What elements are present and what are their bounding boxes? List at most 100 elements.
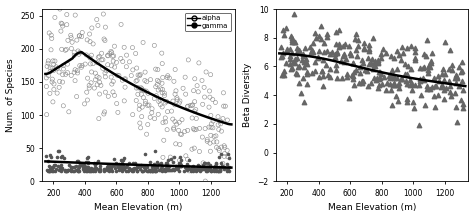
Point xyxy=(169,99,177,103)
Point xyxy=(177,132,184,136)
Point xyxy=(403,82,411,86)
Point xyxy=(211,167,219,170)
Point xyxy=(280,33,287,36)
Point xyxy=(148,111,155,114)
Point xyxy=(115,165,122,169)
Point xyxy=(134,73,142,77)
Point xyxy=(291,40,298,44)
Point xyxy=(83,157,91,160)
Point xyxy=(420,79,428,82)
Point xyxy=(436,80,443,83)
Point xyxy=(117,158,125,162)
Point xyxy=(120,156,128,160)
Point xyxy=(452,91,459,94)
Point xyxy=(91,169,99,172)
Point xyxy=(96,169,104,172)
Point xyxy=(107,167,115,171)
Point xyxy=(419,76,427,80)
Point xyxy=(100,12,107,16)
Point xyxy=(201,127,209,130)
Point xyxy=(169,160,177,164)
Point xyxy=(224,152,231,156)
Point xyxy=(184,129,191,132)
Point xyxy=(160,167,168,171)
Point xyxy=(134,169,141,173)
Point xyxy=(389,73,396,77)
Point xyxy=(375,70,383,73)
Point xyxy=(90,168,98,171)
Point xyxy=(78,31,86,34)
Point xyxy=(155,112,162,116)
Point xyxy=(424,85,431,88)
Point xyxy=(315,49,323,53)
Point xyxy=(45,74,52,77)
Point xyxy=(417,66,424,70)
Point xyxy=(129,169,137,173)
Point xyxy=(83,98,91,102)
Point xyxy=(199,168,206,171)
Point xyxy=(73,4,81,7)
Point xyxy=(194,166,202,169)
Point xyxy=(189,165,197,169)
Point xyxy=(293,50,301,54)
Point xyxy=(209,126,217,129)
Point xyxy=(162,162,170,165)
Point xyxy=(198,79,206,82)
Point xyxy=(206,95,214,99)
Point xyxy=(91,78,99,82)
Point xyxy=(58,163,65,167)
Point xyxy=(108,82,116,86)
Point xyxy=(54,164,62,167)
Point xyxy=(150,168,158,172)
Point xyxy=(136,121,144,125)
Point xyxy=(200,161,207,165)
Point xyxy=(296,50,303,54)
Point xyxy=(51,59,59,63)
Point xyxy=(137,163,145,166)
Point xyxy=(95,167,102,171)
Point xyxy=(76,51,83,54)
Point xyxy=(172,142,180,146)
Point xyxy=(212,161,220,165)
Point xyxy=(216,168,224,172)
Point xyxy=(315,56,322,59)
Point xyxy=(402,79,410,83)
Point xyxy=(224,118,231,122)
Point xyxy=(365,84,372,88)
Point xyxy=(146,168,154,172)
Point xyxy=(60,156,67,159)
Point xyxy=(411,51,419,54)
Point xyxy=(213,146,220,149)
Point xyxy=(100,112,108,116)
Point xyxy=(86,56,94,60)
Point xyxy=(388,104,396,107)
Point xyxy=(103,166,111,169)
Point xyxy=(109,90,117,94)
Point xyxy=(452,106,459,109)
Point xyxy=(119,167,127,170)
Point xyxy=(359,80,366,83)
Point xyxy=(115,162,122,166)
Point xyxy=(356,65,364,69)
Point xyxy=(187,167,194,171)
Point xyxy=(60,104,67,107)
Point xyxy=(358,81,366,85)
Point xyxy=(106,165,114,169)
Point xyxy=(204,165,211,169)
Point xyxy=(208,169,215,173)
Point xyxy=(221,167,228,170)
Point xyxy=(57,155,65,159)
Point xyxy=(336,43,343,46)
Point xyxy=(74,49,82,53)
Point xyxy=(283,48,291,51)
Point xyxy=(386,83,394,86)
Point xyxy=(283,27,290,30)
Point xyxy=(70,165,78,169)
Point xyxy=(190,127,197,130)
Point xyxy=(335,45,343,49)
Point xyxy=(203,165,210,169)
Point xyxy=(433,85,440,88)
Point xyxy=(117,23,125,26)
Point xyxy=(146,116,154,119)
Point xyxy=(201,86,208,89)
